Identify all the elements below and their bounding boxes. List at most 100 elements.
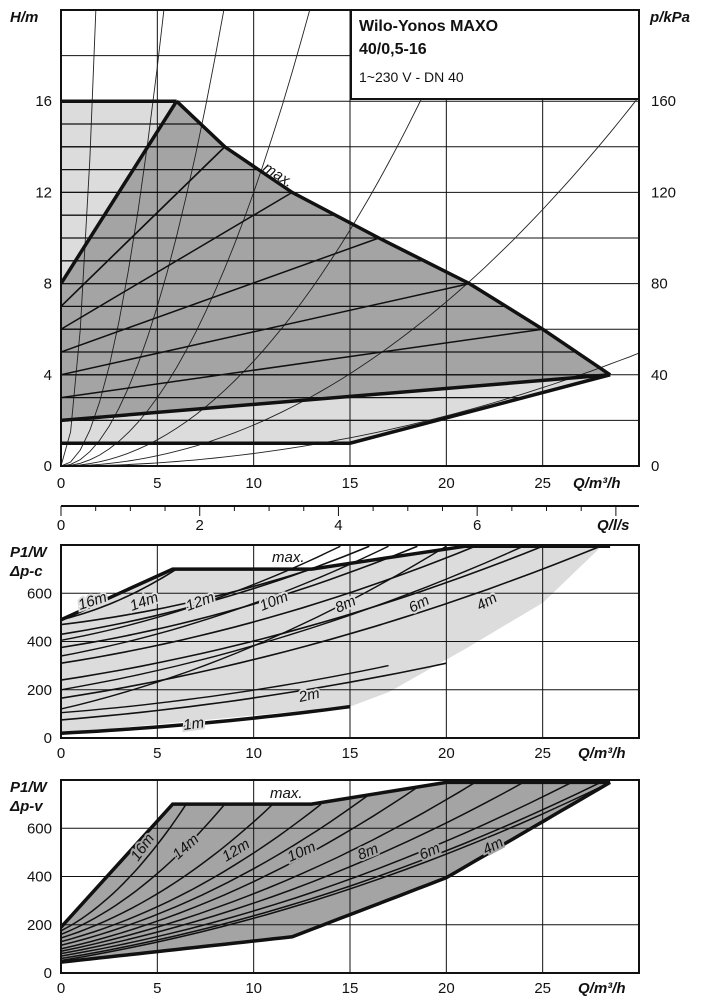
head-y2tick-label: 0 — [651, 458, 659, 475]
head-xtick-label: 10 — [245, 475, 262, 492]
power-dpv-frame — [60, 779, 640, 974]
head-xtick-label: 0 — [57, 475, 65, 492]
head-ylabel: H/m — [10, 9, 38, 26]
power-dpc-curve — [61, 545, 389, 657]
head-max-curve — [175, 99, 612, 377]
power-dpv-ytick-label: 0 — [44, 965, 52, 982]
power-dpv-xtick-label: 5 — [153, 980, 161, 997]
head-dpv-line — [61, 237, 380, 353]
power-dpc-ytick-label: 600 — [27, 585, 52, 602]
power-dpc-ytick-label: 400 — [27, 634, 52, 651]
lps-tick-label: 2 — [196, 517, 204, 534]
power-dpc-frame — [60, 544, 640, 739]
power-dpc-xtick-label: 25 — [534, 745, 551, 762]
power-dpc-xtick-label: 0 — [57, 745, 65, 762]
power-dpc-ytick-label: 0 — [44, 730, 52, 747]
power-dpc-mode-label: Δp-c — [9, 563, 43, 580]
power-dpc-max-curve — [61, 545, 611, 622]
power-dpc-curve — [61, 664, 389, 714]
power-dpc-curve-16m — [61, 568, 178, 621]
head-dpv-bottom — [61, 373, 611, 423]
power-dpv-ytick-label: 200 — [27, 917, 52, 934]
lps-tick-label: 0 — [57, 517, 65, 534]
power-dpc-ylabel: P1/W — [10, 544, 49, 561]
power-dpv-max-label: max. — [270, 785, 303, 802]
power-dpc-frame-rect — [60, 544, 640, 739]
head-system-curve — [61, 10, 165, 466]
lps-tick-label: 4 — [334, 517, 342, 534]
power-dpv-ytick-label: 600 — [27, 820, 52, 837]
head-y2tick-label: 120 — [651, 184, 676, 201]
head-xlabel: Q/m³/h — [573, 475, 621, 492]
power-dpv-xlabel: Q/m³/h — [578, 980, 626, 997]
head-ytick-label: 0 — [44, 458, 52, 475]
power-dpv-lower-curve — [61, 780, 611, 964]
power-dpc-xtick-label: 20 — [438, 745, 455, 762]
head-dpv-line — [61, 328, 543, 399]
power-dpv-max-curve — [61, 780, 611, 929]
power-dpv-curve — [61, 786, 418, 950]
power-dpc-curves — [61, 545, 611, 735]
power-dpv-curve — [61, 781, 601, 960]
power-dpv-curve — [61, 803, 322, 943]
head-system-curve — [61, 352, 639, 466]
power-dpv-curve — [61, 781, 572, 957]
head-ytick-label: 12 — [35, 184, 52, 201]
power-dpc-xtick-label: 15 — [342, 745, 359, 762]
head-system-curve — [61, 10, 464, 466]
head-dpv-line — [61, 282, 470, 376]
power-dpv-curve — [61, 781, 524, 955]
power-dpv-curves — [61, 780, 611, 964]
power-dpv-curve — [61, 803, 187, 932]
head-y2tick-label: 80 — [651, 276, 668, 293]
power-dpc-curve-4m — [61, 545, 601, 699]
head-dpv-line — [61, 191, 293, 330]
power-dpv-curve — [61, 803, 226, 936]
lps-tick-label: 6 — [473, 517, 481, 534]
power-dpc-xlabel: Q/m³/h — [578, 745, 626, 762]
head-xtick-label: 15 — [342, 475, 359, 492]
power-dpv-curve — [61, 803, 274, 939]
power-dpc-xtick-label: 10 — [245, 745, 262, 762]
power-dpc-curve-2m — [61, 662, 447, 721]
power-dpv-frame-rect — [60, 779, 640, 974]
power-dpc-ytick-label: 200 — [27, 682, 52, 699]
power-dpc-curve-label: 1m — [182, 714, 205, 734]
title-line3: 1~230 V - DN 40 — [359, 69, 464, 85]
lps-xlabel: Q/l/s — [597, 517, 630, 534]
power-dpc-curve-6m — [61, 545, 543, 681]
power-dpc-curve — [61, 545, 524, 691]
power-dpv-curve — [61, 781, 611, 962]
head-dpv-top — [61, 100, 179, 285]
power-dpv-xtick-label: 20 — [438, 980, 455, 997]
head-xtick-label: 5 — [153, 475, 161, 492]
lps-axis: 0 2 4 6 Q/l/s — [57, 505, 639, 534]
power-dpv-xtick-label: 0 — [57, 980, 65, 997]
power-dpc-curve-14m — [61, 568, 312, 626]
power-dpv-xtick-label: 25 — [534, 980, 551, 997]
head-ytick-label: 4 — [44, 367, 52, 384]
head-system-curve — [61, 96, 639, 466]
power-dpv-ylabel: P1/W — [10, 779, 49, 796]
power-dpv-mode-label: Δp-v — [9, 798, 44, 815]
power-dpv-ytick-label: 400 — [27, 869, 52, 886]
head-y2label: p/kPa — [649, 9, 690, 26]
head-y2tick-label: 40 — [651, 367, 668, 384]
power-dpc-max-label: max. — [272, 549, 305, 566]
power-dpv-xtick-label: 10 — [245, 980, 262, 997]
power-dpc-curve-1m — [61, 704, 351, 735]
head-ytick-label: 16 — [35, 93, 52, 110]
power-dpv-curve — [61, 781, 476, 953]
head-xtick-label: 25 — [534, 475, 551, 492]
head-curves — [61, 10, 639, 466]
power-dpc-curve-8m — [61, 545, 476, 664]
head-ytick-label: 8 — [44, 276, 52, 293]
title-line2: 40/0,5-16 — [359, 41, 427, 58]
title-line1: Wilo-Yonos MAXO — [359, 18, 498, 35]
head-xtick-label: 20 — [438, 475, 455, 492]
power-dpv-curve — [61, 793, 370, 947]
title-box: Wilo-Yonos MAXO 40/0,5-16 1~230 V - DN 4… — [350, 9, 640, 100]
power-dpv-xtick-label: 15 — [342, 980, 359, 997]
